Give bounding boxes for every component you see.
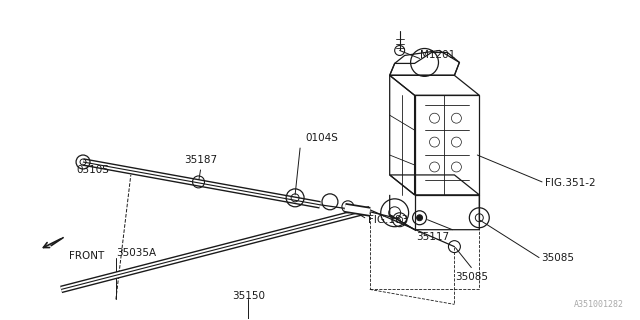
Text: FIG.183: FIG.183: [368, 215, 408, 225]
Text: 0104S: 0104S: [305, 133, 338, 143]
Text: 35035A: 35035A: [116, 248, 156, 258]
Text: 35187: 35187: [184, 155, 217, 165]
Text: FRONT: FRONT: [69, 251, 104, 260]
Text: 35085: 35085: [455, 271, 488, 282]
Text: FIG.351-2: FIG.351-2: [545, 178, 596, 188]
Text: A351001282: A351001282: [573, 300, 623, 309]
Text: 35085: 35085: [541, 252, 574, 263]
Circle shape: [417, 215, 422, 221]
Text: 35117: 35117: [416, 232, 449, 242]
Text: 35150: 35150: [232, 292, 265, 301]
Text: 0310S: 0310S: [76, 165, 109, 175]
Text: M1201: M1201: [420, 51, 455, 60]
